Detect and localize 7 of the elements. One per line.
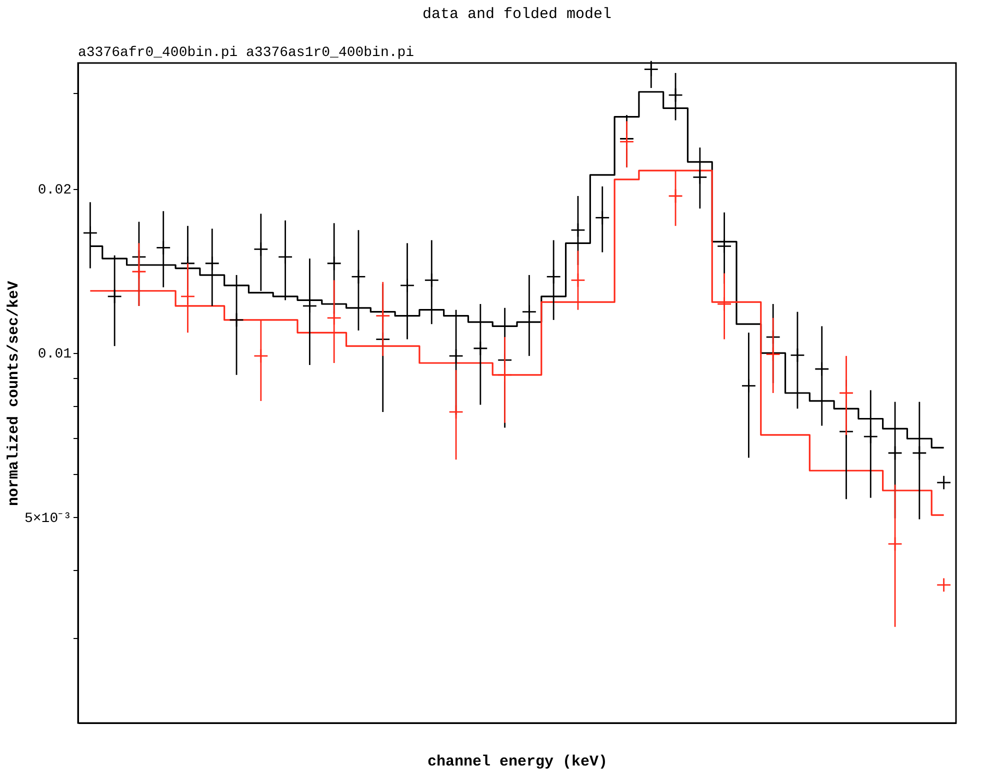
y-axis-title: normalized counts/sec/keV	[5, 280, 22, 506]
chart-subtitle: a3376afr0_400bin.pi a3376as1r0_400bin.pi	[78, 45, 414, 61]
x-axis-title: channel energy (keV)	[427, 754, 608, 770]
y-tick-label: 0.01	[38, 346, 72, 363]
y-tick-label: 0.02	[38, 182, 72, 198]
chart-title: data and folded model	[422, 6, 612, 23]
y-tick-label: 5×10⁻³	[24, 510, 72, 527]
